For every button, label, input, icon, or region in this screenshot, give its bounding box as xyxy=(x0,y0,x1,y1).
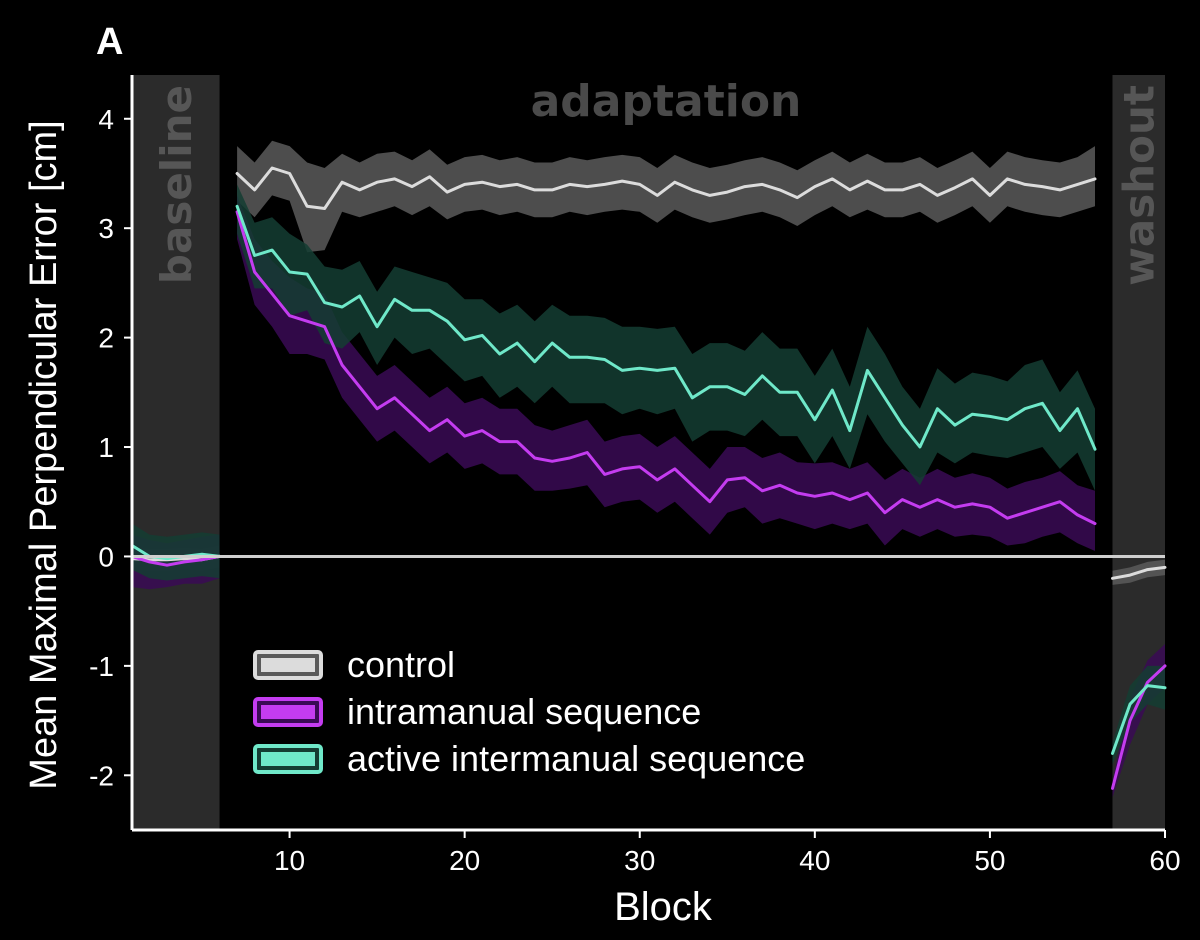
x-axis-label: Block xyxy=(614,885,713,929)
legend-swatch-fill-intramanual-sequence xyxy=(261,705,315,719)
x-tick-label-50: 50 xyxy=(974,845,1005,876)
y-axis-label: Mean Maximal Perpendicular Error [cm] xyxy=(23,120,65,789)
band-intramanual-sequence-1 xyxy=(237,195,1096,551)
band-active-intermanual-sequence-0 xyxy=(132,523,220,581)
phase-label-washout: washout xyxy=(1115,85,1164,286)
band-layer xyxy=(132,140,1165,798)
x-tick-label-20: 20 xyxy=(449,845,480,876)
y-tick-label--1: -1 xyxy=(89,651,114,682)
legend-swatch-fill-control xyxy=(261,658,315,672)
band-control-1 xyxy=(237,140,1096,253)
phase-label-baseline: baseline xyxy=(152,85,201,284)
line-layer xyxy=(130,166,1167,790)
phase-region-baseline xyxy=(132,75,220,830)
x-tick-label-10: 10 xyxy=(274,845,305,876)
y-tick-label-3: 3 xyxy=(98,213,114,244)
x-tick-label-30: 30 xyxy=(624,845,655,876)
series-line-active-intermanual-sequence-1 xyxy=(235,204,1097,451)
legend-label-control: control xyxy=(347,644,455,685)
y-tick-label-4: 4 xyxy=(98,104,114,135)
y-tick-label--2: -2 xyxy=(89,760,114,791)
y-tick-label-0: 0 xyxy=(98,541,114,572)
axis-layer: 10 20 30 40 50 60 -2 -1 0 1 2 3 4 xyxy=(89,75,1181,876)
legend: control intramanual sequence active interm… xyxy=(253,644,805,779)
series-line-active-intermanual-sequence-2 xyxy=(1111,684,1167,755)
series-line-intramanual-sequence-1 xyxy=(235,210,1097,526)
y-tick-label-2: 2 xyxy=(98,323,114,354)
legend-swatch-fill-active-intermanual-sequence xyxy=(261,752,315,766)
x-tick-label-60: 60 xyxy=(1149,845,1180,876)
panel-label: A xyxy=(96,21,123,63)
series-line-intramanual-sequence-0 xyxy=(130,554,221,567)
legend-label-active-intermanual-sequence: active intermanual sequence xyxy=(347,738,805,779)
phase-label-adaptation: adaptation xyxy=(531,76,802,127)
series-line-control-2 xyxy=(1111,565,1167,580)
legend-label-intramanual-sequence: intramanual sequence xyxy=(347,691,701,732)
band-active-intermanual-sequence-1 xyxy=(237,184,1096,491)
x-tick-label-40: 40 xyxy=(799,845,830,876)
series-line-control-1 xyxy=(235,166,1097,210)
series-line-intramanual-sequence-2 xyxy=(1111,664,1167,790)
y-tick-label-1: 1 xyxy=(98,432,114,463)
band-active-intermanual-sequence-2 xyxy=(1112,665,1165,765)
